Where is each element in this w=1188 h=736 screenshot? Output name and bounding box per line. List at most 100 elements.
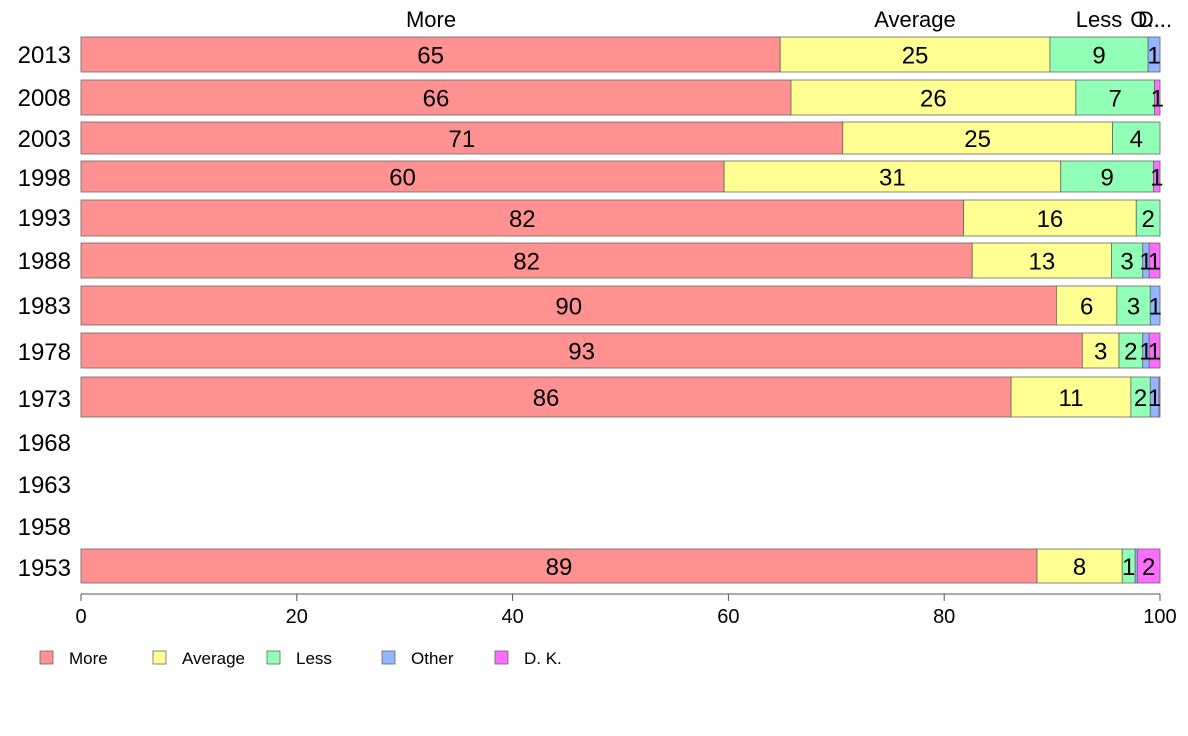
bar-segment-1953-more [80,548,1038,584]
data-label-1953-dk: 2 [1142,554,1155,581]
data-label-1978-other: 1 [1139,339,1152,366]
data-label-1988-dk: 1 [1148,249,1161,276]
column-labels-group: More Average Less O...D... [406,7,1172,32]
data-label-2008-dk: 1 [1151,86,1164,113]
year-label-2013: 2013 [18,42,71,69]
column-label-1: Average [874,7,956,32]
data-label-1988-average: 13 [1028,249,1055,276]
legend-label-more: More [69,649,108,668]
legend: More Average Less Other D. K. [39,649,562,668]
bar-segment-2013-less [1049,36,1149,73]
legend-label-dk: D. K. [524,649,562,668]
bar-segment-1983-other [1149,285,1161,326]
legend-swatch-more [39,650,54,665]
bar-segment-2008-average [790,79,1077,116]
bar-segment-1983-average [1056,285,1118,326]
data-label-2008-less: 7 [1109,86,1122,113]
year-label-1993: 1993 [18,205,71,232]
legend-label-other: Other [411,649,454,668]
data-label-1988-less: 3 [1120,249,1133,276]
data-label-2013-less: 9 [1092,43,1105,70]
bar-segment-1983-less [1116,285,1151,326]
bar-segment-1978-dk [1148,332,1161,369]
data-label-1988-more: 82 [513,249,540,276]
bar-segment-1988-average [971,242,1112,279]
data-label-2003-more: 71 [449,126,476,153]
data-label-1998-average: 31 [879,165,906,192]
data-label-1953-average: 8 [1073,554,1086,581]
bars-group [80,36,1161,584]
data-label-2008-more: 66 [423,86,450,113]
column-label-3: O... [1130,7,1165,32]
data-label-1978-less: 2 [1124,339,1137,366]
data-label-1983-more: 90 [555,294,582,321]
bar-segment-1998-dk [1153,160,1161,193]
legend-swatch-less [266,650,281,665]
bar-segment-1993-more [80,199,965,237]
data-label-2013-average: 25 [902,43,929,70]
bar-segment-2003-average [842,121,1113,155]
data-label-2013-other: 1 [1147,43,1160,70]
column-label-0: More [406,7,456,32]
bar-segment-1988-more [80,242,973,279]
bar-segment-1988-less [1111,242,1144,279]
bar-segment-1973-dk [1158,376,1161,418]
x-axis: 0 20 40 60 80 100 [75,593,1177,628]
data-label-1993-less: 2 [1141,206,1154,233]
year-label-1983: 1983 [18,293,71,320]
data-label-1953-more: 89 [546,554,573,581]
bar-segment-2013-other [1147,36,1161,73]
data-label-1998-less: 9 [1100,165,1113,192]
data-label-1973-average: 11 [1059,385,1084,412]
legend-swatch-average [152,650,167,665]
x-tick-label-60: 60 [717,606,739,628]
data-label-1978-average: 3 [1094,339,1107,366]
x-tick-label-100: 100 [1143,606,1176,628]
bar-segment-1978-average [1081,332,1120,369]
data-label-1978-more: 93 [568,339,595,366]
year-label-1998: 1998 [18,165,71,192]
x-tick-label-20: 20 [286,606,308,628]
bar-segment-2013-more [80,36,781,73]
bar-segment-1998-average [723,160,1062,193]
bar-segment-1953-average [1036,548,1123,584]
legend-label-average: Average [182,649,245,668]
bar-segment-1973-more [80,376,1012,418]
legend-swatch-other [381,650,396,665]
data-label-1998-dk: 1 [1150,165,1163,192]
bar-segment-2008-dk [1154,79,1161,116]
data-label-1973-other: 1 [1148,385,1161,412]
bar-segment-1988-dk [1148,242,1161,279]
legend-swatch-dk [494,650,509,665]
year-label-1958: 1958 [18,514,71,541]
column-label-2: Less [1076,7,1122,32]
year-label-2003: 2003 [18,126,71,153]
bar-segment-1953-dk [1136,548,1161,584]
bar-segment-2003-less [1112,121,1161,155]
data-label-1978-dk: 1 [1148,339,1161,366]
bar-segment-1993-less [1135,199,1161,237]
data-label-1993-average: 16 [1037,206,1064,233]
data-label-1993-more: 82 [509,206,536,233]
data-label-1953-less: 1 [1122,554,1135,581]
data-label-1973-more: 86 [533,385,560,412]
data-label-2008-average: 26 [920,86,947,113]
year-label-1973: 1973 [18,386,71,413]
data-label-1983-less: 3 [1127,294,1140,321]
x-tick-label-0: 0 [75,606,86,628]
year-labels-group: 2013 2008 2003 1998 1993 1988 1983 1978 1973 1968… [18,42,71,582]
bar-segment-2003-more [80,121,844,155]
data-label-1983-average: 6 [1080,294,1093,321]
data-label-2003-less: 4 [1130,126,1143,153]
column-label-4: D... [1138,7,1172,32]
data-label-1973-less: 2 [1134,385,1147,412]
year-label-1988: 1988 [18,248,71,275]
bar-segment-2008-less [1075,79,1156,116]
year-label-1968: 1968 [18,430,71,457]
bar-segment-2013-average [779,36,1051,73]
bar-segment-1998-less [1060,160,1154,193]
data-label-1988-other: 1 [1139,249,1152,276]
x-tick-label-80: 80 [933,606,955,628]
legend-label-less: Less [296,649,332,668]
